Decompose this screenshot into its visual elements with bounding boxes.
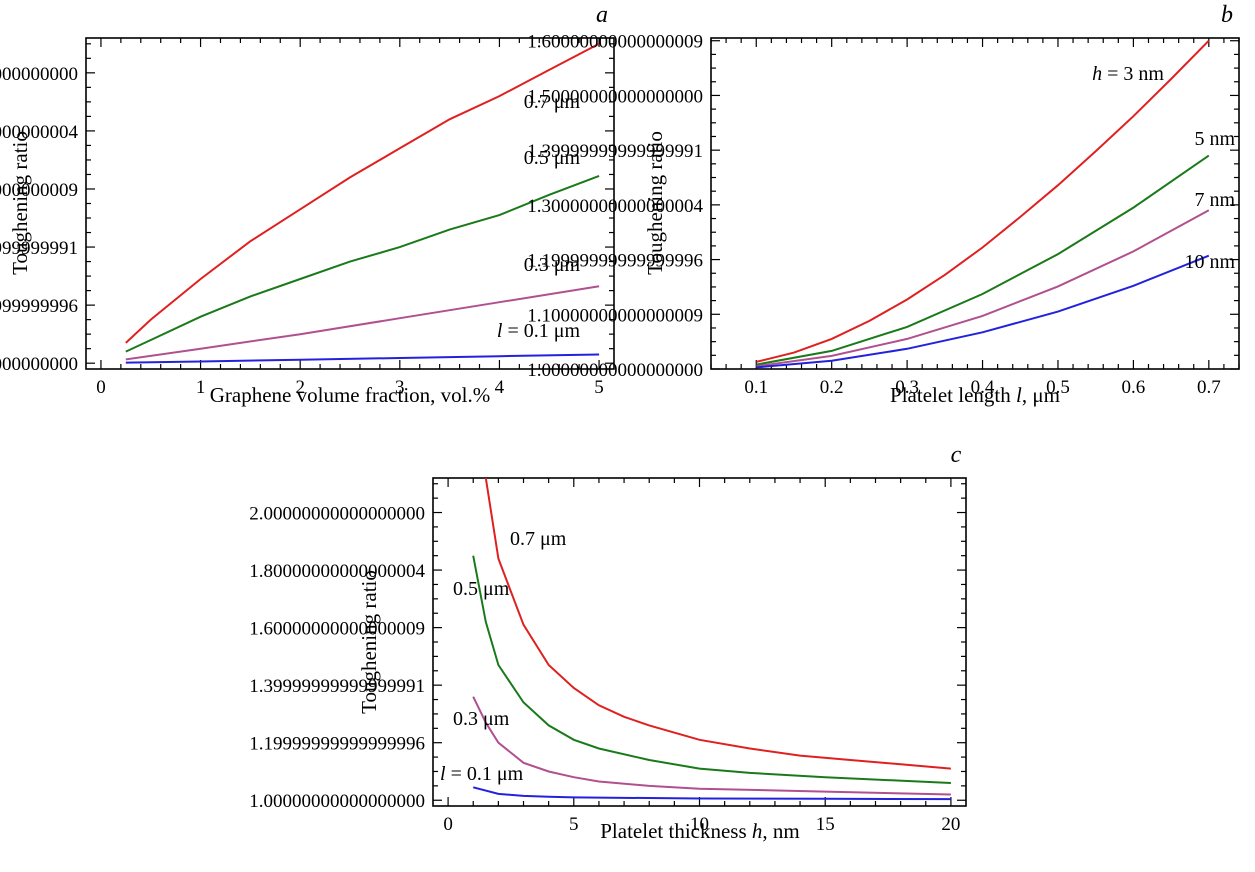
panel-c: 0 5 10 15 20 1.00000000000000000 1.19999999999…: [249, 442, 967, 843]
x-tick-label: 0.3: [895, 377, 919, 398]
y-tick-label: 1.60000000000000009: [527, 32, 703, 53]
series-line-0: [125, 42, 600, 344]
series-line-1: [125, 174, 600, 353]
x-tick-label: 0.1: [744, 377, 768, 398]
y-tick-label: 1.10000000000000009: [527, 305, 703, 326]
curve-label: 0.5 μm: [453, 578, 510, 600]
y-tick-label: 2.00000000000000000: [0, 64, 78, 85]
x-tick-label: 0.2: [820, 377, 844, 398]
x-tick-label: 4: [495, 377, 505, 398]
x-tick-label: 15: [816, 814, 835, 835]
y-tick-label: 1.39999999999999991: [527, 141, 703, 162]
series-line-3: [472, 786, 951, 801]
y-tick-label: 1.00000000000000000: [249, 791, 425, 812]
x-tick-label: 2: [295, 377, 305, 398]
y-axis-label: Toughening ratio: [357, 570, 381, 714]
x-axis-label: Graphene volume fraction, vol.%: [210, 383, 491, 407]
panel-a: 0 1 2 3 4 5 1.00000000000000000 1.1999999999999…: [0, 2, 615, 407]
curve-label: l = 0.1 μm: [440, 763, 524, 785]
curve-label: 0.7 μm: [524, 91, 581, 113]
series-line-3: [756, 254, 1210, 369]
x-tick-label: 0.6: [1122, 377, 1146, 398]
x-tick-label: 0: [443, 814, 453, 835]
series-line-2: [125, 285, 600, 361]
curve-label: 7 nm: [1194, 189, 1235, 211]
series-line-1: [472, 555, 951, 784]
series-line-2: [756, 209, 1210, 368]
x-axis-label: Platelet length l, μm: [890, 383, 1060, 407]
curve-label: 0.5 μm: [524, 147, 581, 169]
series-line-0: [756, 39, 1210, 363]
panel-letter: b: [1221, 2, 1233, 28]
y-tick-label: 2.00000000000000000: [249, 504, 425, 525]
y-tick-label: 1.19999999999999996: [0, 296, 78, 317]
curve-label: 0.3 μm: [524, 254, 581, 276]
panel-letter: c: [951, 442, 962, 468]
y-tick-label: 1.19999999999999996: [527, 251, 703, 272]
y-tick-label: 1.60000000000000009: [249, 619, 425, 640]
curve-label: 10 nm: [1184, 251, 1235, 273]
x-tick-label: 3: [395, 377, 405, 398]
curve-label: 5 nm: [1194, 128, 1235, 150]
x-tick-label: 0: [96, 377, 106, 398]
x-tick-label: 5: [569, 814, 579, 835]
y-tick-label: 1.30000000000000004: [527, 196, 703, 217]
curve-label: h = 3 nm: [1092, 63, 1164, 85]
series-line-2: [472, 696, 951, 796]
x-tick-label: 0.7: [1197, 377, 1221, 398]
panel-b: 0.1 0.2 0.3 0.4 0.5 0.6 0.7 1.00000000000000000…: [527, 2, 1240, 407]
y-tick-label: 1.19999999999999996: [249, 734, 425, 755]
y-tick-label: 1.39999999999999991: [0, 238, 78, 259]
y-tick-label: 1.00000000000000000: [527, 360, 703, 381]
series-line-1: [756, 154, 1210, 366]
y-tick-label: 1.80000000000000004: [249, 561, 425, 582]
series-group: [125, 42, 600, 364]
x-tick-label: 1: [196, 377, 206, 398]
curve-label: l = 0.1 μm: [497, 320, 581, 342]
series-group: [472, 478, 951, 801]
curve-label: 0.3 μm: [453, 708, 510, 730]
panel-letter: a: [596, 2, 608, 28]
x-tick-label: 5: [594, 377, 604, 398]
y-axis-label: Toughening ratio: [643, 131, 667, 275]
series-line-0: [484, 478, 951, 770]
x-tick-label: 0.5: [1046, 377, 1070, 398]
x-tick-label: 0.4: [971, 377, 995, 398]
x-tick-label: 20: [941, 814, 960, 835]
curve-label: 0.7 μm: [510, 528, 567, 550]
y-axis-label: Toughening ratio: [8, 131, 32, 275]
y-tick-label: 1.60000000000000009: [0, 180, 78, 201]
x-tick-label: 10: [690, 814, 709, 835]
y-tick-label: 1.39999999999999991: [249, 676, 425, 697]
series-group: [756, 39, 1210, 369]
series-line-3: [125, 353, 600, 364]
y-tick-label: 1.00000000000000000: [0, 354, 78, 375]
x-axis-label: Platelet thickness h, nm: [600, 819, 799, 843]
y-tick-label: 1.50000000000000000: [527, 86, 703, 107]
y-tick-label: 1.80000000000000004: [0, 122, 79, 143]
plot-frame: [710, 37, 1240, 370]
